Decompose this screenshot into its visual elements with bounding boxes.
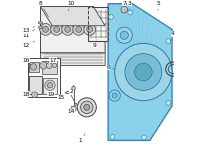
Polygon shape (40, 7, 105, 26)
Circle shape (40, 62, 47, 69)
Polygon shape (40, 7, 105, 53)
Text: 17: 17 (49, 58, 57, 63)
Text: 18: 18 (23, 91, 31, 97)
FancyBboxPatch shape (29, 62, 39, 72)
Text: 6: 6 (106, 65, 115, 70)
Circle shape (120, 31, 128, 39)
Circle shape (30, 64, 37, 70)
Polygon shape (108, 4, 172, 140)
Circle shape (128, 10, 132, 15)
Circle shape (109, 90, 120, 101)
Circle shape (115, 43, 172, 101)
Circle shape (135, 63, 152, 81)
Text: 8: 8 (39, 1, 49, 17)
Circle shape (73, 24, 85, 35)
FancyBboxPatch shape (29, 76, 42, 94)
Circle shape (75, 103, 77, 106)
Ellipse shape (39, 26, 42, 29)
Circle shape (32, 92, 38, 98)
Circle shape (84, 104, 90, 110)
Text: 14: 14 (68, 106, 75, 114)
Text: 4: 4 (171, 31, 175, 41)
FancyBboxPatch shape (28, 58, 60, 97)
Circle shape (84, 24, 96, 35)
Polygon shape (40, 53, 105, 65)
Circle shape (77, 98, 96, 117)
Text: 5: 5 (156, 1, 160, 10)
Ellipse shape (38, 22, 43, 24)
Circle shape (47, 83, 53, 88)
Text: 15: 15 (57, 93, 65, 100)
Text: 9: 9 (92, 40, 96, 48)
Circle shape (52, 63, 57, 68)
Circle shape (51, 24, 63, 35)
Circle shape (142, 135, 146, 140)
Text: 19: 19 (47, 91, 54, 97)
Text: 13: 13 (23, 26, 35, 33)
FancyBboxPatch shape (43, 78, 57, 94)
Text: 16: 16 (23, 58, 31, 65)
Text: 12: 12 (23, 41, 35, 48)
Text: 1: 1 (78, 134, 85, 143)
Circle shape (116, 27, 132, 43)
Text: 11: 11 (23, 29, 35, 38)
Circle shape (81, 101, 93, 113)
Text: 7: 7 (122, 1, 126, 10)
Circle shape (76, 26, 82, 32)
Circle shape (40, 24, 51, 35)
Circle shape (110, 135, 115, 139)
Text: 3: 3 (128, 1, 131, 10)
Circle shape (62, 24, 74, 35)
Circle shape (112, 93, 117, 98)
Circle shape (166, 101, 171, 105)
Circle shape (125, 54, 162, 90)
FancyBboxPatch shape (42, 61, 57, 74)
Circle shape (71, 106, 76, 111)
Circle shape (54, 26, 60, 32)
Circle shape (46, 62, 52, 68)
Circle shape (45, 80, 55, 90)
Circle shape (72, 86, 75, 90)
Text: 2: 2 (69, 85, 74, 94)
Circle shape (43, 26, 49, 32)
Circle shape (121, 6, 127, 13)
Circle shape (87, 26, 93, 32)
Circle shape (65, 26, 71, 32)
Circle shape (166, 39, 171, 44)
Polygon shape (88, 7, 108, 41)
Circle shape (109, 15, 113, 19)
Text: 10: 10 (67, 1, 74, 11)
